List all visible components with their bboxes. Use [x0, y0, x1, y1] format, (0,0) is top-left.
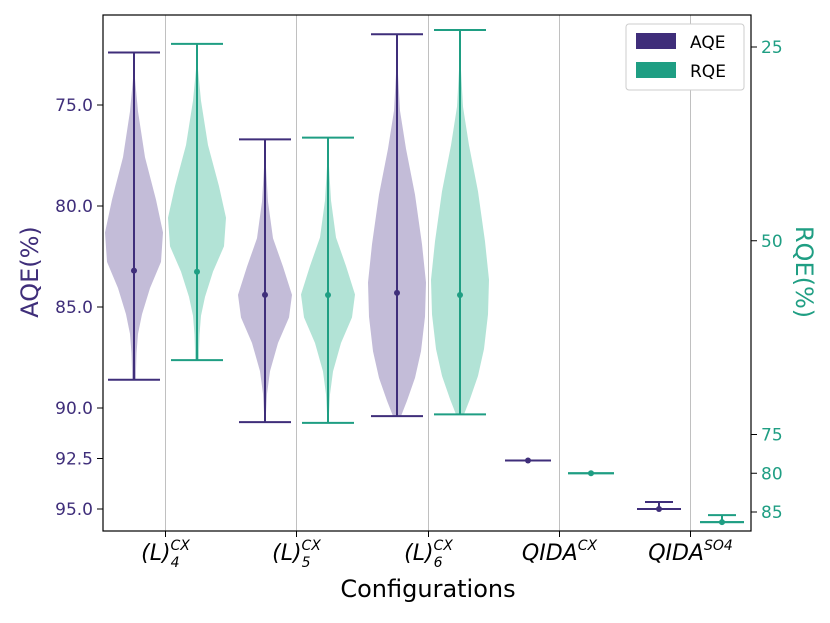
- x-tick-label: QIDASO4: [648, 538, 733, 566]
- violin-median-rqe: [457, 292, 463, 298]
- legend-swatch-rqe: [636, 62, 676, 78]
- legend-label-aqe: AQE: [690, 33, 725, 53]
- violin-median-rqe: [325, 292, 331, 298]
- violin-median-aqe: [131, 267, 137, 274]
- y-right-tick-label: 80: [761, 464, 783, 484]
- x-tick-label: (L)6CX: [404, 538, 453, 571]
- violin-median-rqe: [194, 268, 200, 275]
- legend-label-rqe: RQE: [690, 62, 726, 82]
- violin-plots: [105, 28, 744, 526]
- y-left-tick-label: 95.0: [55, 500, 93, 520]
- x-tick-label: QIDACX: [522, 538, 598, 566]
- y-right-tick-label: 25: [761, 38, 783, 58]
- grid-lines: [165, 15, 691, 531]
- legend: AQE RQE: [625, 23, 745, 91]
- violin-median-aqe: [394, 289, 400, 296]
- plot-frame: [102, 14, 752, 532]
- y-right-tick-label: 85: [761, 503, 783, 523]
- x-axis-title: Configurations: [340, 575, 515, 603]
- x-tick-label: (L)5CX: [272, 538, 321, 571]
- y-axis-left-title: AQE(%): [16, 226, 44, 318]
- violin-median-aqe: [262, 291, 268, 298]
- y-axis-right-title: RQE(%): [790, 226, 818, 318]
- y-left-tick-label: 92.5: [55, 450, 93, 470]
- y-right-tick-label: 75: [761, 426, 783, 446]
- y-left-tick-label: 75.0: [55, 96, 93, 116]
- x-tick-label: (L)4CX: [141, 538, 190, 571]
- y-left-tick-label: 80.0: [55, 197, 93, 217]
- axes: 75.0 80.0 85.0 90.0 92.5 95.0 25 50 75 80 85 (L)4CX…: [55, 14, 783, 571]
- violin-median-rqe: [588, 470, 594, 477]
- y-left-tick-label: 85.0: [55, 298, 93, 318]
- legend-swatch-aqe: [636, 33, 676, 49]
- y-left-tick-label: 90.0: [55, 399, 93, 419]
- violin-median-aqe: [525, 457, 531, 464]
- y-right-tick-label: 50: [761, 232, 783, 252]
